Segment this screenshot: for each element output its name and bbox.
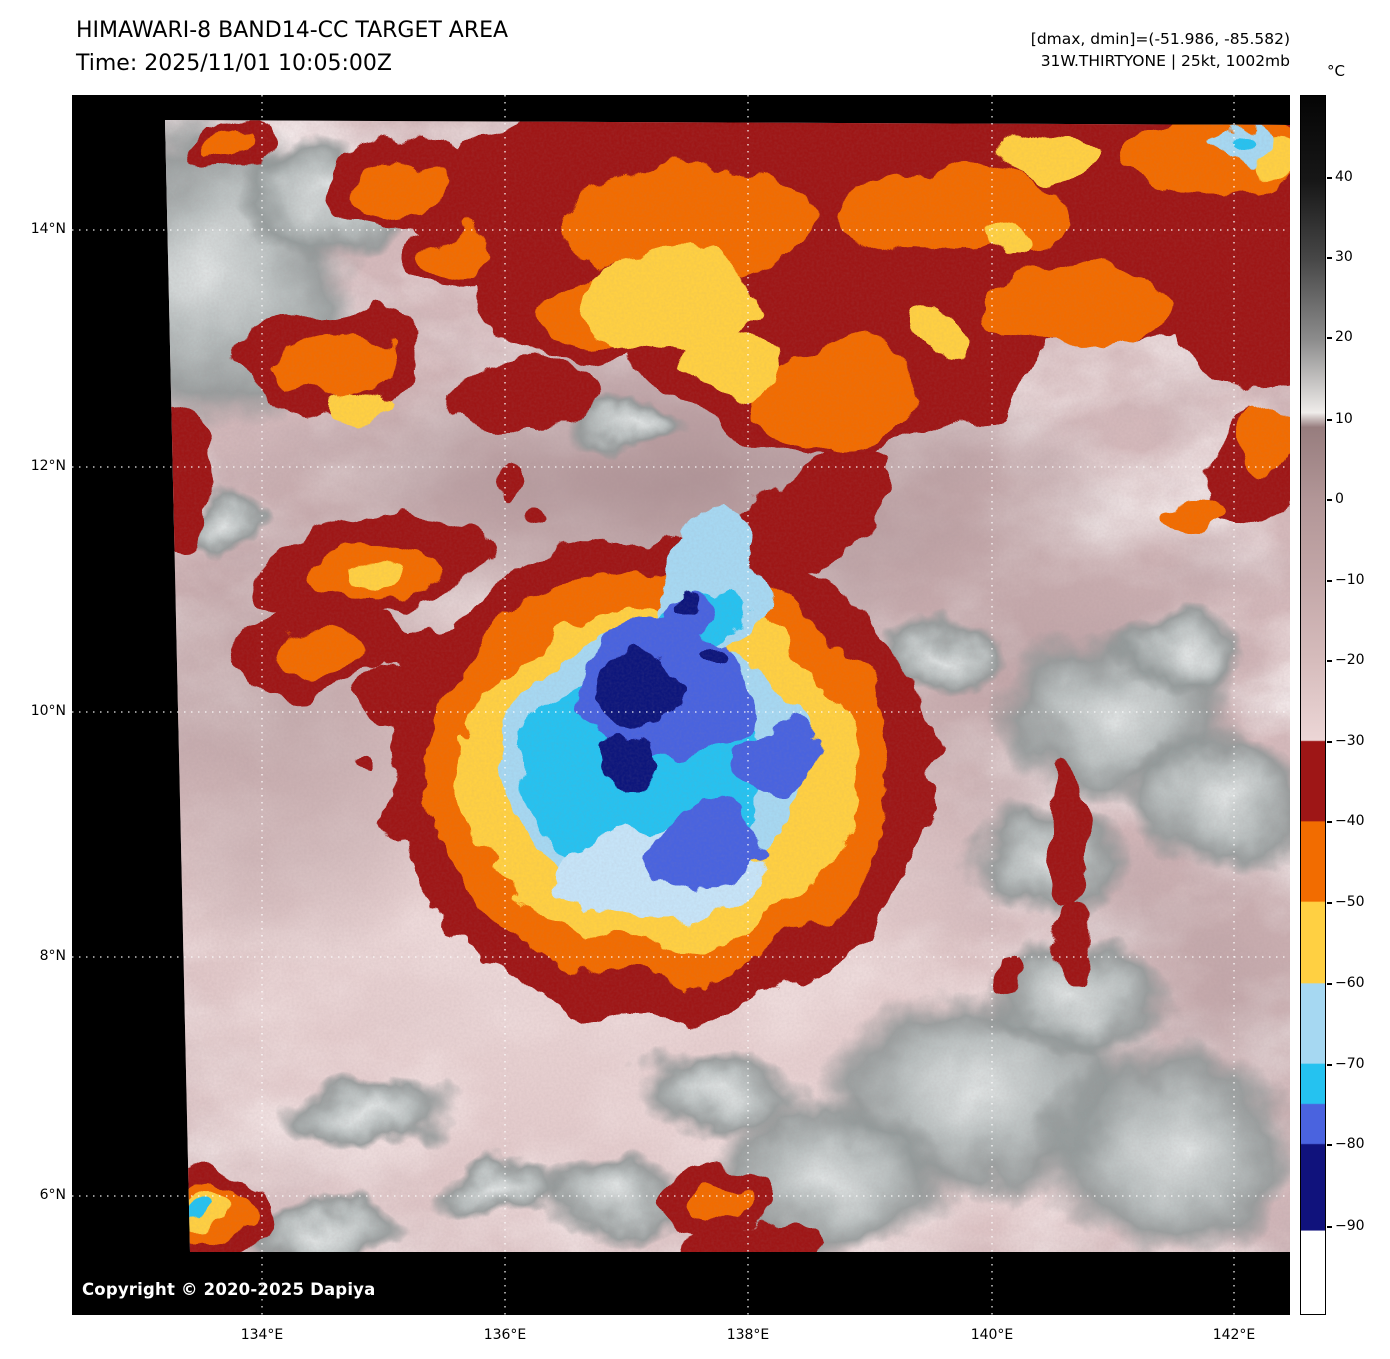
lon-tick-label: 138°E <box>726 1327 770 1343</box>
header: HIMAWARI-8 BAND14-CC TARGET AREA Time: 2… <box>76 18 508 76</box>
satellite-imagery <box>72 95 1290 1315</box>
temperature-colorbar <box>1300 95 1326 1315</box>
colorbar-gradient <box>1301 96 1325 1314</box>
storm-info-readout: 31W.THIRTYONE | 25kt, 1002mb <box>1040 52 1290 71</box>
lon-tick-label: 134°E <box>240 1327 284 1343</box>
lat-tick-label: 8°N <box>39 948 66 964</box>
image-timestamp: Time: 2025/11/01 10:05:00Z <box>76 51 392 76</box>
dmax-dmin-readout: [dmax, dmin]=(-51.986, -85.582) <box>1030 30 1290 48</box>
lat-tick-label: 14°N <box>30 221 66 237</box>
copyright-watermark: Copyright © 2020-2025 Dapiya <box>82 1280 376 1299</box>
satellite-image-panel: Copyright © 2020-2025 Dapiya <box>72 95 1290 1315</box>
lon-tick-label: 140°E <box>970 1327 1014 1343</box>
lat-tick-label: 10°N <box>30 703 66 719</box>
lat-tick-label: 12°N <box>30 458 66 474</box>
swath <box>165 120 1290 1252</box>
lon-tick-label: 136°E <box>483 1327 527 1343</box>
header-right: [dmax, dmin]=(-51.986, -85.582) 31W.THIR… <box>1031 28 1290 73</box>
latitude-axis: 14°N 12°N 10°N 8°N 6°N <box>0 0 66 1359</box>
graticule <box>72 95 1290 1315</box>
colorbar-unit-label: °C <box>1327 62 1345 80</box>
lat-tick-label: 6°N <box>39 1187 66 1203</box>
page-title: HIMAWARI-8 BAND14-CC TARGET AREA <box>76 18 509 43</box>
lon-tick-label: 142°E <box>1212 1327 1256 1343</box>
